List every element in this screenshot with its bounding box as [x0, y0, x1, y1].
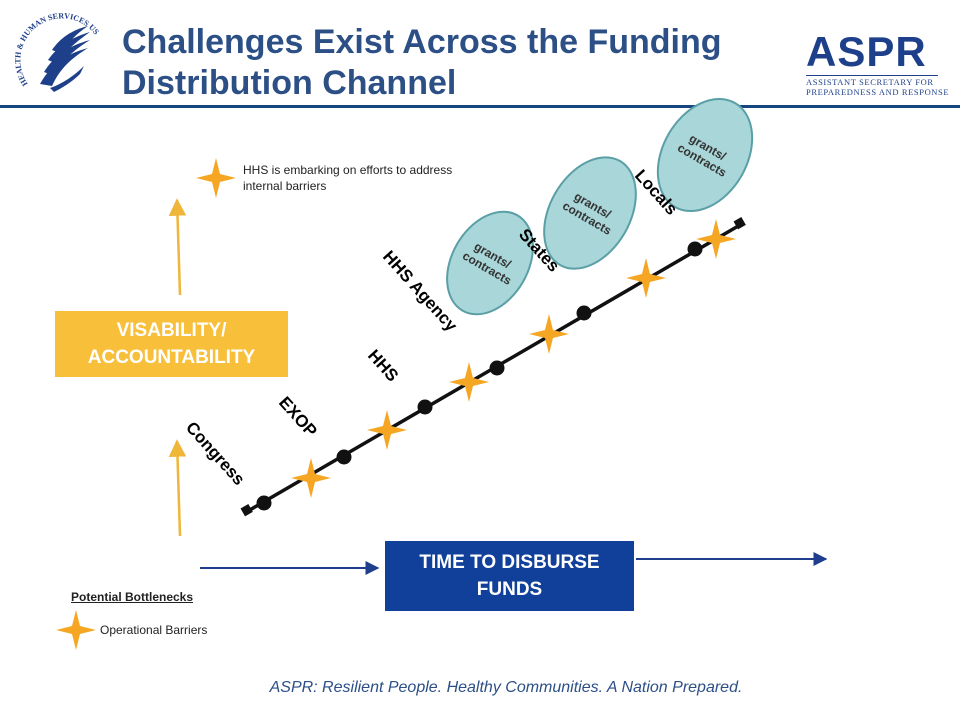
channel-end-finish: [733, 217, 746, 230]
title-line-1: Challenges Exist Across the Funding: [122, 23, 722, 61]
bottleneck-star-icon: [196, 158, 236, 198]
time-to-disburse-box: TIME TO DISBURSE FUNDS: [385, 541, 634, 611]
bottleneck-star-icon: [449, 362, 489, 402]
channel-node: [576, 305, 592, 321]
page-title: Challenges Exist Across the Funding Dist…: [122, 22, 802, 104]
aspr-logo-line-1: ASSISTANT SECRETARY FOR: [806, 77, 934, 87]
channel-node: [687, 241, 703, 257]
title-divider: [0, 105, 960, 108]
stage-label-exop: EXOP: [275, 393, 321, 441]
visibility-arrow-lower: [168, 439, 187, 537]
channel-end-start: [240, 504, 253, 517]
aspr-logo-rule: [806, 75, 938, 76]
internal-barriers-note: HHS is embarking on efforts to address i…: [243, 163, 453, 193]
channel-node: [489, 360, 505, 376]
oval-states: grants/ contracts: [543, 156, 637, 270]
bottleneck-star-icon: [626, 258, 666, 298]
bottleneck-star-icon: [696, 219, 736, 259]
visibility-accountability-box: VISABILITY/ ACCOUNTABILITY: [55, 311, 288, 377]
footer-tagline: ASPR: Resilient People. Healthy Communit…: [269, 679, 743, 696]
aspr-logo-line-2: PREPAREDNESS AND RESPONSE: [806, 87, 950, 97]
legend-title: Potential Bottlenecks: [71, 590, 194, 604]
bottleneck-star-icon: [291, 458, 331, 498]
bottleneck-star-icon: [529, 314, 569, 354]
stage-label-hhs: HHS: [364, 346, 402, 385]
channel-node: [417, 399, 433, 415]
oval-states-agency: grants/ contracts: [446, 210, 534, 316]
aspr-logo-word: ASPR: [806, 28, 927, 75]
hhs-seal-icon: HEALTH & HUMAN SERVICES USA: [10, 6, 101, 92]
aspr-logo-icon: ASPR ASSISTANT SECRETARY FOR PREPAREDNES…: [806, 28, 950, 97]
channel-node: [256, 495, 272, 511]
title-line-2: Distribution Channel: [122, 64, 457, 102]
stage-label-congress: Congress: [182, 418, 249, 489]
oval-locals: grants/ contracts: [656, 97, 754, 213]
visibility-arrow-upper: [168, 198, 187, 296]
bottleneck-star-icon: [367, 410, 407, 450]
legend-operational-label: Operational Barriers: [100, 623, 208, 637]
channel-node: [336, 449, 352, 465]
bottleneck-star-icon: [56, 610, 96, 650]
